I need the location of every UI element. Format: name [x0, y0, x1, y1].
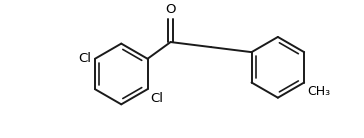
Text: Cl: Cl [78, 52, 91, 65]
Text: Cl: Cl [150, 92, 163, 105]
Text: O: O [165, 3, 176, 16]
Text: CH₃: CH₃ [307, 85, 330, 98]
